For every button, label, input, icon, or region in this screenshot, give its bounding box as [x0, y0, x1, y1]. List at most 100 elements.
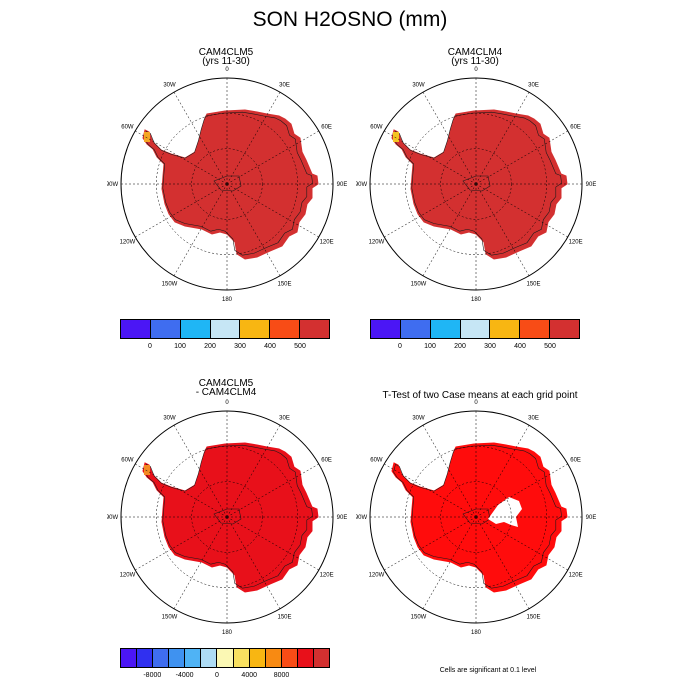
- longitude-label: 60W: [370, 125, 383, 131]
- polar-map-4: 0 30E 60E 90E 120E 150E 180 150W 120W 90W 60W 30W: [355, 400, 597, 636]
- longitude-line: [135, 130, 228, 185]
- colorbar-swatch: [233, 649, 250, 667]
- colorbar-swatch: [520, 320, 551, 338]
- significance-footnote: Cells are significant at 0.1 level: [439, 667, 537, 674]
- colorbar-labels-panel-3: -8000 -4000 0 4000 8000: [120, 672, 330, 682]
- colorbar-swatch: [460, 320, 491, 338]
- longitude-label: 90W: [107, 515, 119, 521]
- panel-2-title: CAM4CLM4 (yrs 11-30): [375, 48, 575, 67]
- longitude-label: 180: [222, 630, 233, 636]
- longitude-label: 30E: [279, 82, 290, 88]
- longitude-label: 150E: [277, 282, 291, 288]
- colorbar-tick-label: 300: [484, 343, 496, 350]
- panel-3-title-line2: - CAM4CLM4: [195, 387, 257, 398]
- longitude-line: [173, 92, 228, 185]
- colorbar-tick-label: -4000: [175, 672, 194, 679]
- longitude-line: [422, 183, 477, 276]
- longitude-label: 30E: [279, 415, 290, 421]
- colorbar-panel-2: [370, 319, 580, 339]
- longitude-line: [135, 463, 228, 518]
- longitude-line: [475, 183, 530, 276]
- latitude-circle: [440, 148, 512, 220]
- longitude-line: [475, 92, 530, 185]
- non-significant-region: [488, 497, 522, 527]
- longitude-label: 120E: [569, 240, 583, 246]
- longitude-line: [226, 463, 319, 518]
- longitude-line: [475, 516, 530, 609]
- panel-4-title: T-Test of two Case means at each grid po…: [375, 391, 585, 401]
- panel-3-title-line1: CAM4CLM5: [198, 378, 254, 389]
- longitude-line: [384, 516, 477, 571]
- longitude-label: 60E: [321, 458, 332, 464]
- longitude-label: 90E: [337, 515, 347, 521]
- longitude-line: [226, 183, 319, 238]
- longitude-label: 90W: [107, 182, 119, 188]
- colorbar-swatch: [169, 649, 186, 667]
- longitude-line: [135, 516, 228, 571]
- colorbar-swatch: [265, 649, 282, 667]
- longitude-line: [384, 130, 477, 185]
- colorbar-swatch: [297, 649, 314, 667]
- longitude-line: [226, 516, 319, 571]
- panel-1-title-line2: (yrs 11-30): [202, 56, 250, 67]
- antarctica-landmass: [142, 442, 319, 593]
- longitude-label: 120W: [120, 573, 136, 579]
- colorbar-swatch: [121, 320, 151, 338]
- colorbar-swatch: [217, 649, 234, 667]
- colorbar-swatch: [185, 649, 202, 667]
- longitude-line: [384, 463, 477, 518]
- colorbar-swatch: [153, 649, 170, 667]
- longitude-label: 0: [225, 400, 229, 406]
- coastline: [393, 111, 562, 256]
- colorbar-tick-label: -8000: [143, 672, 162, 679]
- polar-map-2: 0 30E 60E 90E 120E 150E 180 150W 120W 90W 60W 30W: [355, 67, 597, 303]
- colorbar-swatch: [300, 320, 330, 338]
- colorbar-swatch: [281, 649, 298, 667]
- map-panel-3: 0 30E 60E 90E 120E 150E 180 150W 120W 90W 60W 30W: [106, 397, 348, 637]
- longitude-label: 150E: [526, 282, 540, 288]
- longitude-line: [135, 183, 228, 238]
- longitude-line: [475, 183, 568, 238]
- main-title: SON H2OSNO (mm): [252, 8, 448, 31]
- longitude-label: 0: [225, 67, 229, 73]
- longitude-label: 60E: [570, 458, 581, 464]
- colorbar-labels-panel-1: 0 100 200 300 400 500: [120, 343, 330, 353]
- longitude-label: 150W: [411, 282, 427, 288]
- peninsula-anomaly-cell: [393, 132, 399, 142]
- map-boundary: [369, 77, 583, 291]
- map-panel-4: 0 30E 60E 90E 120E 150E 180 150W 120W 90W 60W 30W: [355, 397, 597, 637]
- longitude-label: 90E: [337, 182, 347, 188]
- longitude-label: 150W: [162, 615, 178, 621]
- longitude-line: [226, 183, 281, 276]
- longitude-line: [226, 92, 281, 185]
- longitude-label: 60W: [121, 458, 134, 464]
- longitude-label: 150W: [162, 282, 178, 288]
- longitude-label: 90W: [356, 515, 368, 521]
- colorbar-swatch: [371, 320, 401, 338]
- colorbar-swatch: [490, 320, 521, 338]
- colorbar-tick-label: 0: [398, 343, 402, 350]
- colorbar-tick-label: 400: [264, 343, 276, 350]
- longitude-line: [384, 183, 477, 238]
- colorbar-tick-label: 200: [454, 343, 466, 350]
- longitude-line: [226, 425, 281, 518]
- colorbar-swatch: [430, 320, 461, 338]
- map-boundary: [120, 410, 334, 624]
- map-boundary: [120, 77, 334, 291]
- colorbar-swatch: [201, 649, 218, 667]
- colorbar-tick-label: 500: [294, 343, 306, 350]
- panel-1-title: CAM4CLM5 (yrs 11-30): [126, 48, 326, 67]
- longitude-label: 150E: [526, 615, 540, 621]
- map-panel-1: 0 30E 60E 90E 120E 150E 180 150W 120W 90W 60W 30W: [106, 64, 348, 304]
- longitude-label: 120W: [369, 240, 385, 246]
- colorbar-panel-3: [120, 648, 330, 668]
- colorbar-swatch: [210, 320, 241, 338]
- colorbar-tick-label: 100: [174, 343, 186, 350]
- colorbar-swatch: [121, 649, 138, 667]
- longitude-line: [226, 130, 319, 185]
- longitude-line: [475, 425, 530, 518]
- colorbar-labels-panel-2: 0 100 200 300 400 500: [370, 343, 580, 353]
- colorbar-swatch: [150, 320, 181, 338]
- polar-map-1: 0 30E 60E 90E 120E 150E 180 150W 120W 90W 60W 30W: [106, 67, 348, 303]
- longitude-label: 30W: [412, 82, 425, 88]
